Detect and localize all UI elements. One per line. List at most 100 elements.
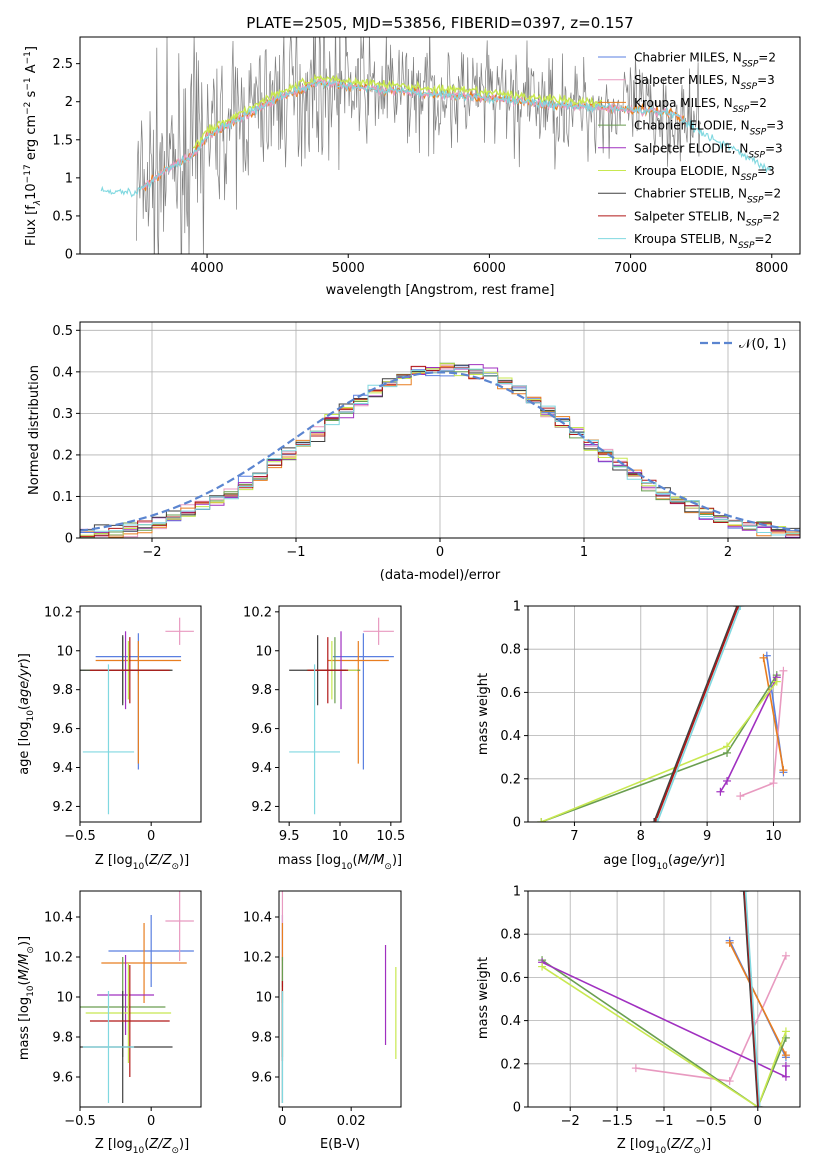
x-axis-label: Z [log10(Z/Z⊙)]	[95, 853, 189, 872]
weight-marker	[653, 818, 662, 822]
y-tick-label: 0	[513, 1101, 521, 1116]
x-tick-label: 10.5	[376, 829, 405, 844]
figure-title: PLATE=2505, MJD=53856, FIBERID=0397, z=0…	[246, 14, 633, 32]
x-tick-label: 10	[332, 829, 349, 844]
y-tick-label: 2	[65, 95, 73, 110]
x-tick-label: 7	[570, 829, 578, 844]
y-tick-label: 0.2	[52, 448, 73, 463]
weight-line	[541, 674, 778, 822]
weight-line	[653, 606, 738, 822]
age-vs-Z-axes: −0.5 0 9.2 9.4 9.6 9.8 10 10.2 Z [log10(Z/Z⊙)] ag…	[17, 605, 202, 872]
weight-marker	[736, 606, 745, 610]
y-tick-label: 0	[65, 248, 73, 263]
x-tick-label: 0.02	[337, 1114, 366, 1129]
y-axis-label: mass weight	[476, 673, 491, 755]
weight-line	[654, 606, 740, 822]
weight-marker	[781, 1027, 790, 1036]
axes-frame	[79, 890, 202, 1108]
x-tick-label: 0	[147, 1114, 155, 1129]
x-tick-label: −1	[286, 545, 305, 560]
x-tick-label: −0.5	[64, 1114, 96, 1129]
axes-frame	[278, 890, 402, 1108]
error-point	[89, 637, 170, 704]
weight-line	[762, 657, 785, 771]
error-point	[101, 923, 187, 1003]
y-tick-label: 10	[255, 991, 272, 1006]
error-point	[108, 915, 194, 987]
error-point	[85, 963, 172, 1063]
weight-marker	[716, 787, 725, 796]
legend-label: Chabrier ELODIE, NSSP=3	[634, 119, 784, 138]
plot-area	[281, 891, 397, 1103]
error-point	[332, 633, 394, 770]
y-tick-label: 0.5	[52, 324, 73, 339]
y-tick-label: 2.5	[52, 57, 73, 72]
weight-line	[656, 606, 742, 822]
weight-marker	[772, 677, 781, 686]
weight-marker	[779, 666, 788, 675]
x-tick-label: −0.5	[64, 829, 96, 844]
error-point	[363, 617, 394, 645]
x-tick-label: 9.5	[279, 829, 300, 844]
weight-marker	[769, 779, 778, 788]
weight-marker	[723, 776, 732, 785]
error-point	[95, 641, 182, 764]
y-tick-label: 10.2	[44, 605, 73, 620]
x-tick-label: 9	[703, 829, 711, 844]
error-point	[82, 991, 135, 1103]
weight-marker	[537, 818, 546, 822]
x-tick-label: 5000	[332, 261, 365, 276]
mass-vs-Z-axes: −0.5 0 9.6 9.8 10 10.2 10.4 Z [log10(Z/Z⊙)] mass…	[17, 890, 202, 1156]
legend-label: Kroupa MILES, NSSP=2	[634, 96, 767, 115]
spectrum-axes: 4000 5000 6000 7000 8000 0 0.5 1 1.5 2 2.5 Chabrier…	[23, 36, 801, 298]
weight-marker	[650, 818, 659, 822]
weight-marker	[779, 766, 788, 775]
y-axis-label: mass weight	[476, 957, 491, 1039]
model-spectrum	[192, 73, 603, 149]
weight-marker	[734, 606, 743, 610]
weight-line	[728, 942, 787, 1056]
weight-marker	[631, 1064, 640, 1073]
weight-marker	[651, 818, 660, 822]
plot-area	[537, 606, 788, 822]
y-axis-label: age [log10(age/yr)]	[17, 653, 36, 775]
weight-marker	[781, 1072, 790, 1081]
error-point	[89, 965, 170, 1077]
y-tick-label: 0.2	[500, 1057, 521, 1072]
weight-marker	[736, 792, 745, 801]
x-tick-label: 10	[765, 829, 782, 844]
y-tick-label: 1	[65, 171, 73, 186]
plot-area	[538, 891, 790, 1107]
weight-marker	[781, 951, 790, 960]
data-spectrum	[136, 37, 701, 254]
error-point	[165, 617, 194, 645]
x-tick-label: −1.5	[601, 1114, 633, 1129]
x-axis-label: E(B-V)	[320, 1137, 360, 1152]
x-axis-label: wavelength [Angstrom, rest frame]	[326, 283, 555, 298]
y-tick-label: 10	[56, 991, 73, 1006]
x-tick-label: 2	[724, 545, 732, 560]
y-tick-label: 9.8	[251, 1031, 272, 1046]
y-tick-label: 9.4	[251, 761, 272, 776]
weight-line	[742, 891, 759, 1107]
plot-area	[100, 37, 772, 254]
weight-marker	[781, 1051, 790, 1060]
x-axis-label: Z [log10(Z/Z⊙)]	[95, 1137, 189, 1156]
y-axis-label: Flux [fλ10−17 erg cm−2 s−1 A−1]	[23, 46, 43, 246]
weight-marker	[538, 962, 547, 971]
y-tick-label: 0.5	[52, 209, 73, 224]
x-tick-label: −1	[654, 1114, 673, 1129]
y-tick-label: 9.8	[251, 683, 272, 698]
y-tick-label: 9.2	[52, 800, 73, 815]
error-point	[307, 637, 349, 704]
y-tick-label: 9.8	[52, 683, 73, 698]
legend-label: Salpeter STELIB, NSSP=2	[634, 209, 780, 228]
x-tick-label: 0	[278, 1114, 286, 1129]
age-vs-mass-axes: 9.5 10 10.5 9.2 9.4 9.6 9.8 10 10.2 mass [log10(M…	[243, 605, 405, 872]
axes-frame	[79, 605, 202, 823]
weight-marker	[755, 1103, 764, 1107]
weight-marker	[723, 742, 732, 751]
x-tick-label: 4000	[191, 261, 224, 276]
plot-area	[80, 891, 194, 1103]
